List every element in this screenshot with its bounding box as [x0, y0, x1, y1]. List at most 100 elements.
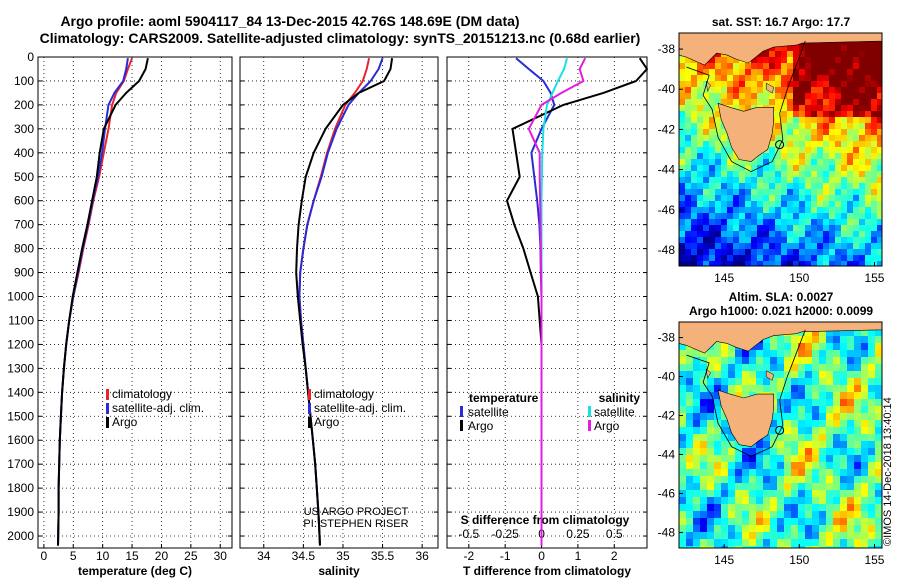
map-cell — [798, 399, 806, 407]
map-cell — [728, 469, 736, 477]
map-cell — [733, 93, 740, 100]
map-cell — [799, 225, 806, 232]
map-cell — [826, 427, 834, 435]
map-cell — [686, 462, 694, 470]
map-cell — [697, 189, 704, 196]
map-cell — [693, 455, 701, 463]
map-cell — [728, 546, 736, 548]
map-cell — [745, 159, 752, 166]
map-cell — [739, 201, 746, 208]
map-cell — [679, 57, 686, 64]
y-tick-label: 200 — [14, 98, 34, 112]
y-tick-label: 1500 — [7, 409, 34, 423]
map-cell — [763, 231, 770, 238]
map-cell — [769, 165, 776, 172]
map-cell — [703, 141, 710, 148]
map-cell — [871, 147, 878, 154]
map-cell — [871, 105, 878, 112]
map-cell — [721, 490, 729, 498]
map-cell — [811, 123, 818, 130]
map-cell — [715, 225, 722, 232]
map-cell — [812, 371, 820, 379]
map-cell — [817, 243, 824, 250]
map-cell — [709, 153, 716, 160]
map-cell — [721, 87, 728, 94]
map-cell — [751, 255, 758, 262]
map-cell — [679, 243, 686, 250]
map-cell — [861, 343, 869, 351]
map-cell — [691, 123, 698, 130]
map-cell — [868, 448, 876, 456]
map-cell — [875, 343, 882, 351]
map-cell — [770, 336, 778, 344]
map-cell — [805, 350, 813, 358]
map-cell — [775, 189, 782, 196]
map-cell — [763, 546, 771, 548]
map-cell — [798, 343, 806, 351]
map-cell — [757, 231, 764, 238]
map-cell — [769, 219, 776, 226]
map-cell — [751, 261, 758, 266]
map-cell — [812, 539, 820, 547]
map-cell — [693, 399, 701, 407]
map-cell — [819, 371, 827, 379]
map-cell — [739, 219, 746, 226]
map-cell — [756, 511, 764, 519]
map-cell — [721, 141, 728, 148]
map-cell — [703, 231, 710, 238]
map-cell — [693, 476, 701, 484]
map-cell — [709, 147, 716, 154]
map-cell — [865, 93, 872, 100]
plot-frame-temp — [37, 56, 233, 549]
map-cell — [823, 261, 830, 266]
map-cell — [709, 75, 716, 82]
map-cell — [793, 195, 800, 202]
map-cell — [721, 219, 728, 226]
map-cell — [777, 420, 785, 428]
map-cell — [840, 329, 848, 337]
map-cell — [770, 455, 778, 463]
map-cell — [798, 364, 806, 372]
map-cell — [745, 231, 752, 238]
map-cell — [777, 343, 785, 351]
map-cell — [865, 45, 872, 52]
map-cell — [751, 243, 758, 250]
map-cell — [691, 165, 698, 172]
map-cell — [841, 237, 848, 244]
map-cell — [769, 201, 776, 208]
map-cell — [877, 243, 882, 250]
map-cell — [868, 511, 876, 519]
map-cell — [819, 427, 827, 435]
map-cell — [763, 237, 770, 244]
map-cell — [811, 201, 818, 208]
map-cell — [847, 135, 854, 142]
map-cell — [805, 93, 812, 100]
map-cell — [791, 497, 799, 505]
map-cell — [793, 141, 800, 148]
map-cell — [853, 153, 860, 160]
map-cell — [865, 255, 872, 262]
map-cell — [840, 539, 848, 547]
map-cell — [877, 75, 882, 82]
map-cell — [703, 123, 710, 130]
map-cell — [877, 141, 882, 148]
map-cell — [757, 249, 764, 256]
map-cell — [841, 231, 848, 238]
map-cell — [686, 392, 694, 400]
map-cell — [865, 213, 872, 220]
map-cell — [679, 225, 686, 232]
map-cell — [868, 546, 876, 548]
map-cell — [739, 255, 746, 262]
map-cell — [799, 171, 806, 178]
map-cell — [685, 231, 692, 238]
map-cell — [835, 237, 842, 244]
y-tick-label: 1100 — [8, 313, 34, 327]
map-cell — [685, 207, 692, 214]
map-cell — [703, 117, 710, 124]
map-cell — [703, 105, 710, 112]
map-cell — [781, 231, 788, 238]
map-cell — [841, 57, 848, 64]
map-cell — [679, 159, 686, 166]
map-cell — [693, 497, 701, 505]
